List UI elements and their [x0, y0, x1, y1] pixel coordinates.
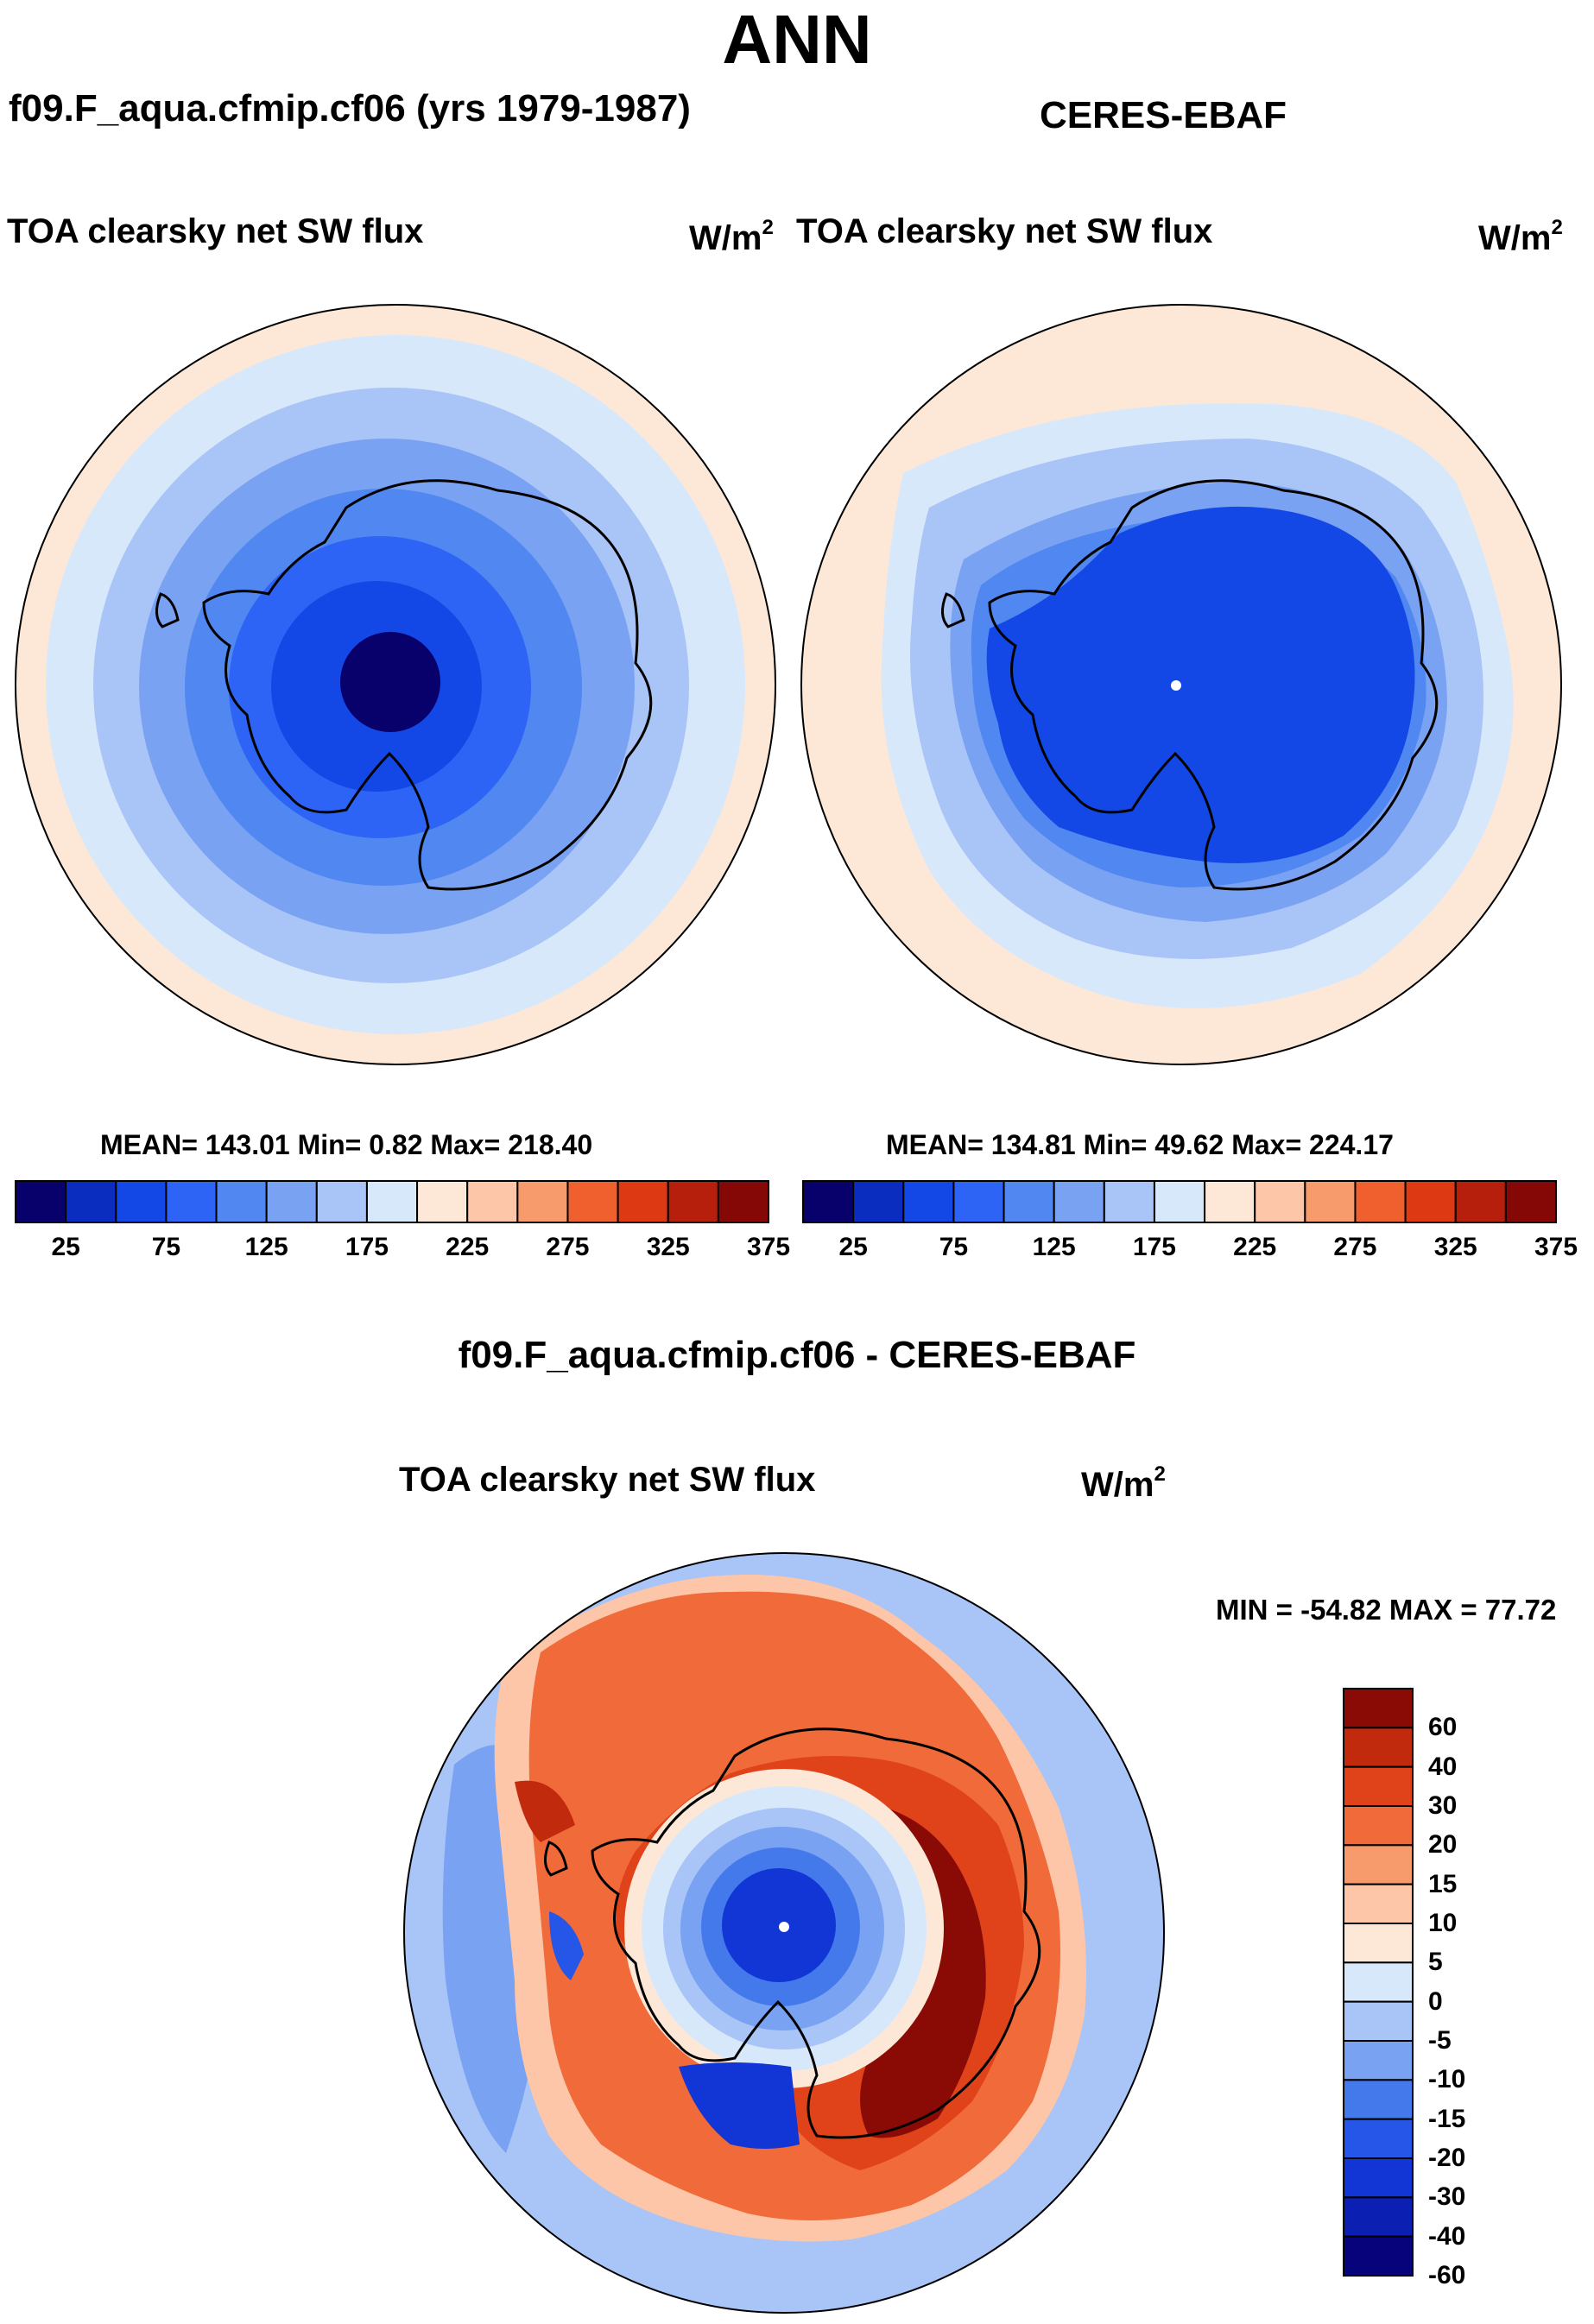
obs-colorbar-box	[852, 1180, 905, 1223]
model-colorbar-box	[365, 1180, 419, 1223]
obs-colorbar-tick-label: 175	[1132, 1233, 1176, 1261]
obs-colorbar-box	[1204, 1180, 1256, 1223]
model-colorbar-box	[717, 1180, 769, 1223]
obs-colorbar-box	[1053, 1180, 1105, 1223]
obs-colorbar-tick-label: 325	[1433, 1233, 1477, 1261]
model-polar-map	[15, 304, 776, 1065]
diff-colorbar-box	[1343, 1727, 1414, 1768]
model-colorbar-box	[566, 1180, 619, 1223]
model-variable-label: TOA clearsky net SW flux	[7, 212, 424, 250]
model-colorbar-box	[165, 1180, 218, 1223]
diff-colorbar-tick-label: 15	[1428, 1869, 1458, 1898]
model-colorbar	[15, 1180, 769, 1223]
diff-colorbar-tick-label: 30	[1428, 1791, 1458, 1820]
obs-colorbar-box	[802, 1180, 855, 1223]
obs-colorbar-tick-label: 75	[939, 1233, 969, 1261]
diff-case-title: f09.F_aqua.cfmip.cf06 - CERES-EBAF	[458, 1334, 1136, 1376]
obs-colorbar	[802, 1180, 1557, 1223]
diff-colorbar-tick-label: -5	[1428, 2026, 1452, 2055]
model-case-title: f09.F_aqua.cfmip.cf06 (yrs 1979-1987)	[9, 87, 691, 129]
model-colorbar-box	[466, 1180, 519, 1223]
obs-stats: MEAN= 134.81 Min= 49.62 Max= 224.17	[886, 1129, 1394, 1160]
diff-colorbar-box	[1343, 1805, 1414, 1847]
obs-colorbar-box	[952, 1180, 1005, 1223]
obs-colorbar-box	[1153, 1180, 1206, 1223]
diff-colorbar-box	[1343, 2157, 1414, 2199]
model-colorbar-box	[667, 1180, 719, 1223]
obs-colorbar-tick-label: 275	[1333, 1233, 1377, 1261]
model-colorbar-tick-label: 325	[646, 1233, 690, 1261]
model-colorbar-tick-label: 125	[244, 1233, 288, 1261]
diff-colorbar-box	[1343, 1688, 1414, 1729]
diff-colorbar-box	[1343, 2196, 1414, 2238]
diff-colorbar-tick-label: 10	[1428, 1909, 1458, 1937]
model-colorbar-tick-label: 25	[51, 1233, 80, 1261]
diff-colorbar-box	[1343, 1923, 1414, 1964]
diff-colorbar-box	[1343, 2040, 1414, 2081]
obs-colorbar-box	[1454, 1180, 1507, 1223]
diff-colorbar-tick-label: 40	[1428, 1752, 1458, 1781]
obs-colorbar-box	[1003, 1180, 1055, 1223]
diff-colorbar-box	[1343, 2000, 1414, 2042]
diff-colorbar-tick-label: 20	[1428, 1830, 1458, 1860]
model-colorbar-box	[516, 1180, 569, 1223]
model-colorbar-tick-label: 175	[345, 1233, 389, 1261]
diff-colorbar-tick-label: -10	[1428, 2065, 1466, 2094]
obs-colorbar-box	[1304, 1180, 1357, 1223]
diff-colorbar-box	[1343, 2118, 1414, 2159]
figure-title: ANN	[722, 1, 872, 78]
obs-units-label: W/m2	[1478, 216, 1563, 257]
model-colorbar-box	[115, 1180, 168, 1223]
obs-case-title: CERES-EBAF	[1040, 94, 1287, 136]
diff-colorbar	[1343, 1688, 1414, 2277]
model-stats: MEAN= 143.01 Min= 0.82 Max= 218.40	[100, 1129, 593, 1160]
diff-colorbar-tick-label: 5	[1428, 1948, 1443, 1977]
obs-colorbar-box	[1354, 1180, 1407, 1223]
obs-colorbar-box	[1504, 1180, 1557, 1223]
obs-colorbar-tick-label: 25	[838, 1233, 868, 1261]
obs-colorbar-box	[902, 1180, 955, 1223]
diff-colorbar-box	[1343, 1844, 1414, 1885]
diff-colorbar-box	[1343, 2235, 1414, 2277]
model-colorbar-tick-label: 225	[446, 1233, 490, 1261]
model-colorbar-tick-label: 75	[151, 1233, 181, 1261]
obs-colorbar-tick-label: 375	[1534, 1233, 1578, 1261]
diff-colorbar-tick-label: 60	[1428, 1713, 1458, 1742]
diff-colorbar-box	[1343, 1883, 1414, 1925]
model-colorbar-tick-label: 375	[746, 1233, 791, 1261]
diff-colorbar-box	[1343, 1765, 1414, 1807]
model-colorbar-box	[65, 1180, 117, 1223]
obs-colorbar-box	[1404, 1180, 1457, 1223]
model-colorbar-tick-label: 275	[546, 1233, 590, 1261]
diff-units-label: W/m2	[1081, 1462, 1166, 1504]
model-colorbar-box	[215, 1180, 268, 1223]
model-colorbar-box	[315, 1180, 368, 1223]
diff-colorbar-box	[1343, 2079, 1414, 2120]
diff-colorbar-tick-label: -60	[1428, 2261, 1466, 2289]
model-colorbar-box	[265, 1180, 318, 1223]
model-colorbar-box	[416, 1180, 469, 1223]
diff-colorbar-tick-label: -20	[1428, 2144, 1466, 2172]
obs-polar-map	[800, 304, 1562, 1065]
diff-minmax: MIN = -54.82 MAX = 77.72	[1216, 1594, 1557, 1626]
obs-colorbar-box	[1254, 1180, 1306, 1223]
diff-polar-map	[403, 1552, 1165, 2314]
obs-variable-label: TOA clearsky net SW flux	[796, 212, 1213, 250]
diff-colorbar-tick-label: -15	[1428, 2104, 1466, 2133]
diff-colorbar-tick-label: -40	[1428, 2221, 1466, 2251]
diff-colorbar-tick-label: 0	[1428, 1986, 1443, 2016]
obs-colorbar-tick-label: 125	[1032, 1233, 1076, 1261]
diff-variable-label: TOA clearsky net SW flux	[399, 1461, 816, 1499]
diff-colorbar-tick-label: -30	[1428, 2182, 1466, 2212]
diff-colorbar-box	[1343, 1961, 1414, 2003]
model-colorbar-box	[617, 1180, 669, 1223]
model-colorbar-box	[15, 1180, 67, 1223]
obs-colorbar-tick-label: 225	[1233, 1233, 1277, 1261]
model-units-label: W/m2	[689, 216, 774, 257]
obs-colorbar-box	[1103, 1180, 1155, 1223]
